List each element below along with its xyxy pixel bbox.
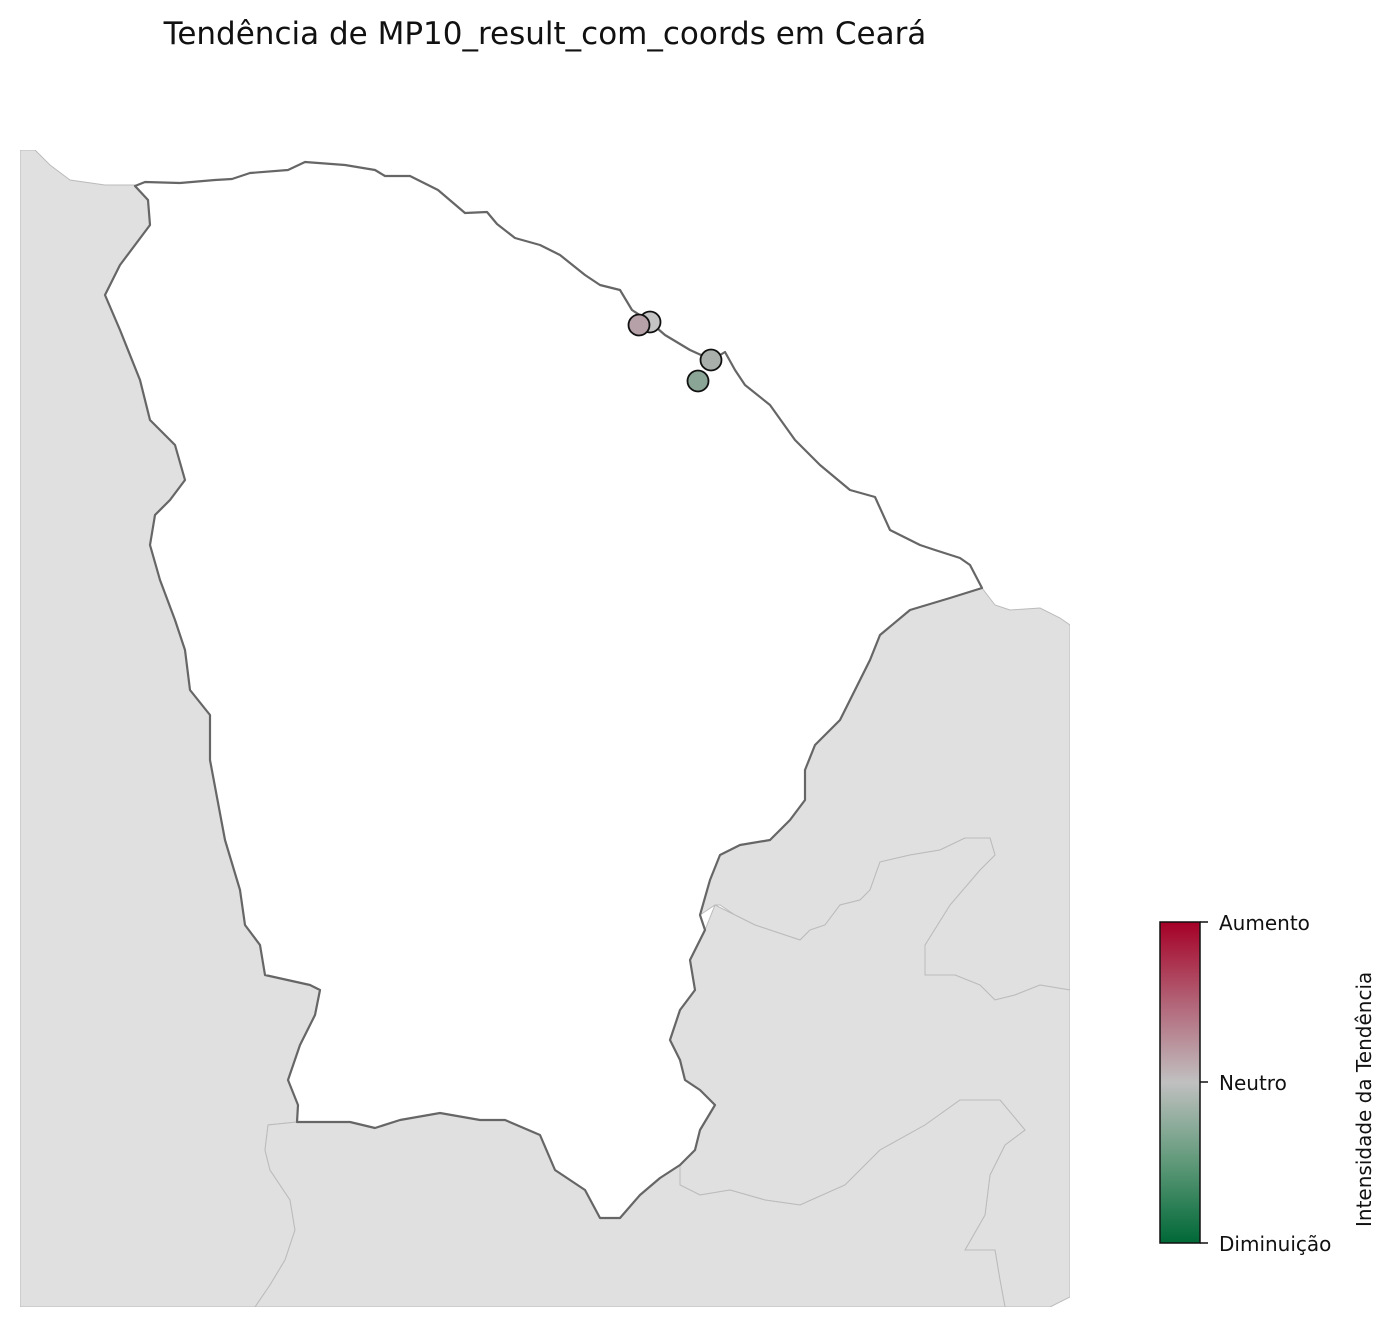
- colorbar-label: Intensidade da Tendência: [1352, 971, 1376, 1227]
- colorbar-tick-label-decrease: Diminuição: [1219, 1232, 1332, 1256]
- monitoring-station-point[interactable]: [686, 369, 710, 393]
- state-region-ceara: [103, 160, 984, 1220]
- colorbar: [1159, 921, 1201, 1244]
- monitoring-station-point[interactable]: [627, 313, 651, 337]
- monitoring-station-point[interactable]: [699, 348, 723, 372]
- colorbar-tick-label-increase: Aumento: [1219, 911, 1310, 935]
- colorbar-tick-label-neutral: Neutro: [1219, 1071, 1287, 1095]
- map-title: Tendência de MP10_result_com_coords em C…: [163, 16, 927, 52]
